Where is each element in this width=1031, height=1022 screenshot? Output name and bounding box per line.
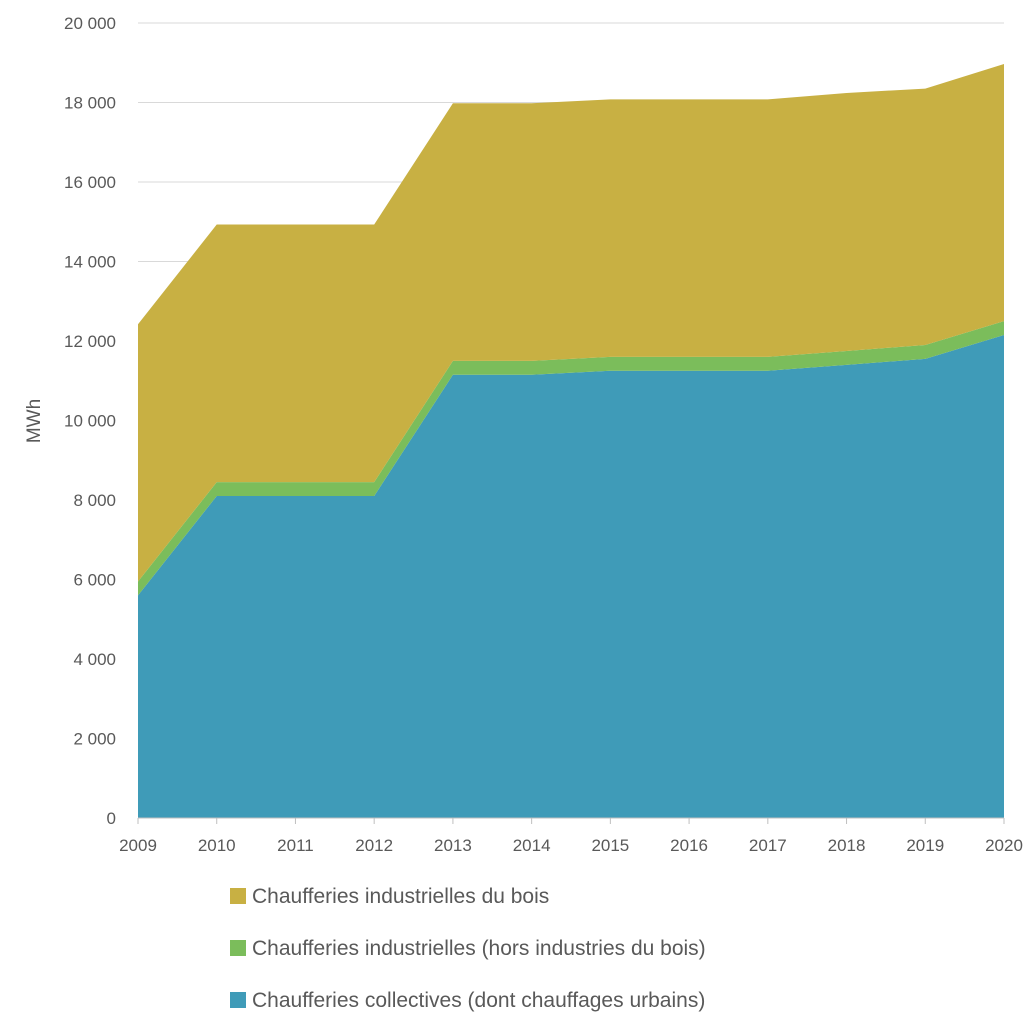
legend-item: Chaufferies industrielles (hors industri…: [230, 937, 706, 960]
area-series-3: [138, 63, 1004, 582]
y-tick-label: 2 000: [73, 730, 116, 749]
axes: 0 2 000 4 000 6 000 8 000 10 000 12 000 14 000 1…: [64, 14, 1023, 855]
y-tick-label: 18 000: [64, 94, 116, 113]
area-series-2: [138, 321, 1004, 596]
y-tick-label: 16 000: [64, 173, 116, 192]
legend-swatch: [230, 992, 246, 1008]
legend-label: Chaufferies industrielles du bois: [252, 885, 549, 908]
legend-swatch: [230, 940, 246, 956]
x-tick-label: 2016: [670, 836, 708, 855]
y-tick-label: 0: [107, 809, 116, 828]
legend-item: Chaufferies industrielles du bois: [230, 885, 549, 908]
y-tick-label: 20 000: [64, 14, 116, 33]
x-tick-label: 2017: [749, 836, 787, 855]
legend-label: Chaufferies collectives (dont chauffages…: [252, 989, 705, 1012]
x-tick-label: 2011: [277, 836, 314, 855]
x-tick-label: 2014: [513, 836, 551, 855]
x-tick-label: 2019: [906, 836, 944, 855]
y-tick-label: 10 000: [64, 412, 116, 431]
y-tick-label: 8 000: [73, 491, 116, 510]
y-tick-label: 12 000: [64, 332, 116, 351]
area-series-1: [138, 335, 1004, 818]
x-tick-label: 2009: [119, 836, 157, 855]
x-tick-label: 2010: [198, 836, 236, 855]
y-axis-title: MWh: [24, 399, 45, 443]
y-tick-label: 14 000: [64, 253, 116, 272]
x-tick-label: 2012: [355, 836, 393, 855]
legend-swatch: [230, 888, 246, 904]
y-tick-label: 4 000: [73, 650, 116, 669]
x-tick-label: 2015: [591, 836, 629, 855]
legend-item: Chaufferies collectives (dont chauffages…: [230, 989, 705, 1012]
x-tick-label: 2018: [828, 836, 866, 855]
x-tick-label: 2013: [434, 836, 472, 855]
area-series-group: [138, 63, 1004, 818]
legend: Chaufferies industrielles du bois Chauffe…: [230, 885, 706, 1012]
y-tick-label: 6 000: [73, 571, 116, 590]
x-tick-label: 2020: [985, 836, 1023, 855]
legend-label: Chaufferies industrielles (hors industri…: [252, 937, 706, 960]
